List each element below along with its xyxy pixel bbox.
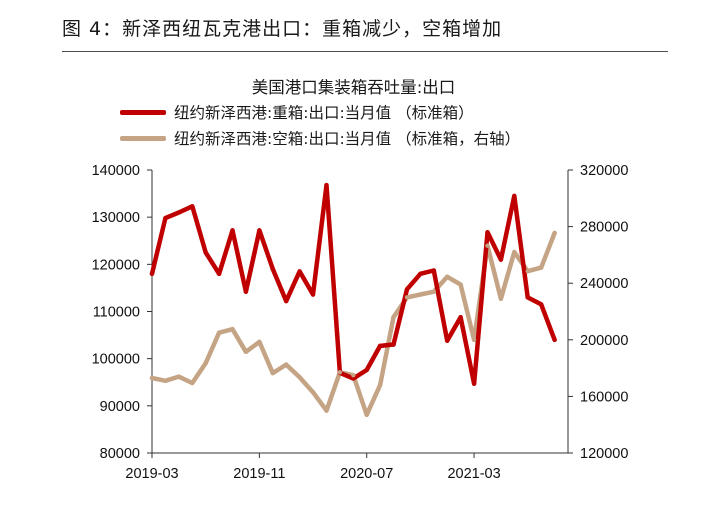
full-boxes-point bbox=[364, 367, 369, 373]
empty-boxes-point bbox=[163, 378, 168, 384]
left-tick-label: 110000 bbox=[93, 305, 140, 321]
full-boxes-point bbox=[458, 314, 463, 320]
right-tick-label: 200000 bbox=[580, 333, 628, 349]
left-tick-label: 100000 bbox=[92, 352, 140, 368]
full-boxes-point bbox=[257, 228, 262, 233]
empty-boxes-point bbox=[418, 292, 423, 297]
series-points-full-boxes bbox=[149, 182, 557, 386]
full-boxes-point bbox=[404, 287, 410, 292]
full-boxes-point bbox=[351, 376, 356, 381]
x-tick-label: 2019-11 bbox=[233, 466, 285, 482]
empty-boxes-point bbox=[391, 314, 396, 320]
full-boxes-point bbox=[230, 228, 235, 233]
empty-boxes-point bbox=[498, 296, 504, 301]
x-axis-ticks: 2019-03 2019-11 2020-07 2021-03 bbox=[125, 453, 501, 482]
empty-boxes-point bbox=[364, 412, 369, 417]
legend-swatch-red bbox=[120, 109, 166, 115]
empty-boxes-point bbox=[485, 243, 490, 248]
x-tick-label: 2020-07 bbox=[340, 466, 393, 482]
empty-boxes-point bbox=[377, 382, 383, 388]
empty-boxes-point bbox=[445, 274, 450, 280]
empty-boxes-point bbox=[243, 349, 249, 355]
right-tick-label: 120000 bbox=[580, 446, 628, 462]
left-tick-label: 140000 bbox=[92, 163, 140, 179]
full-boxes-point bbox=[324, 182, 329, 188]
full-boxes-point bbox=[203, 250, 208, 255]
legend: 纽约新泽西港:重箱:出口:当月值 （标准箱） 纽约新泽西港:空箱:出口:当月值 … bbox=[120, 99, 520, 151]
full-boxes-point bbox=[538, 302, 544, 307]
left-tick-label: 90000 bbox=[100, 399, 140, 415]
full-boxes-point bbox=[283, 298, 289, 304]
x-tick-label: 2019-03 bbox=[125, 466, 178, 482]
empty-boxes-point bbox=[431, 289, 437, 294]
full-boxes-point bbox=[498, 257, 504, 262]
empty-boxes-point bbox=[283, 362, 289, 367]
full-boxes-point bbox=[418, 271, 423, 276]
right-tick-label: 320000 bbox=[580, 163, 628, 179]
empty-boxes-point bbox=[471, 337, 477, 342]
full-boxes-point bbox=[471, 381, 477, 386]
full-boxes-point bbox=[297, 269, 302, 274]
empty-boxes-point bbox=[176, 374, 182, 379]
full-boxes-point bbox=[270, 266, 275, 272]
right-tick-label: 280000 bbox=[580, 220, 628, 236]
empty-boxes-point bbox=[270, 370, 275, 376]
empty-boxes-point bbox=[297, 375, 302, 380]
full-boxes-point bbox=[377, 343, 383, 349]
empty-boxes-point bbox=[230, 326, 235, 332]
empty-boxes-point bbox=[538, 265, 544, 270]
full-boxes-point bbox=[431, 268, 437, 273]
left-tick-label: 130000 bbox=[92, 210, 140, 226]
legend-swatch-tan bbox=[120, 135, 166, 141]
right-axis-ticks: 320000 280000 240000 200000 160000 120000 bbox=[568, 163, 628, 462]
empty-boxes-point bbox=[458, 282, 463, 287]
full-boxes-point bbox=[391, 342, 396, 347]
empty-boxes-point bbox=[404, 295, 410, 300]
empty-boxes-point bbox=[216, 330, 222, 335]
empty-boxes-point bbox=[324, 408, 329, 413]
full-boxes-point bbox=[243, 289, 249, 294]
empty-boxes-point bbox=[512, 249, 517, 255]
series-points-empty-boxes bbox=[149, 230, 557, 417]
full-boxes-point bbox=[552, 337, 557, 342]
full-boxes-point bbox=[512, 193, 517, 199]
empty-boxes-point bbox=[190, 380, 195, 386]
legend-item-full-boxes: 纽约新泽西港:重箱:出口:当月值 （标准箱） bbox=[120, 99, 520, 125]
empty-boxes-point bbox=[149, 375, 155, 381]
chart-title: 美国港口集装箱吞吐量:出口 bbox=[251, 78, 456, 97]
full-boxes-point bbox=[310, 292, 316, 297]
empty-boxes-point bbox=[552, 230, 557, 236]
full-boxes-point bbox=[176, 210, 182, 215]
empty-boxes-point bbox=[351, 372, 356, 378]
legend-label-full-boxes: 纽约新泽西港:重箱:出口:当月值 （标准箱） bbox=[174, 104, 474, 122]
empty-boxes-point bbox=[310, 389, 316, 395]
full-boxes-point bbox=[445, 338, 450, 343]
left-tick-label: 80000 bbox=[100, 446, 140, 462]
full-boxes-point bbox=[485, 230, 490, 235]
figure-title: 图 4：新泽西纽瓦克港出口：重箱减少，空箱增加 bbox=[62, 18, 503, 40]
series-line-full-boxes bbox=[149, 182, 557, 386]
empty-boxes-point bbox=[525, 268, 530, 274]
x-tick-label: 2021-03 bbox=[447, 466, 500, 482]
legend-item-empty-boxes: 纽约新泽西港:空箱:出口:当月值 （标准箱，右轴） bbox=[120, 125, 520, 151]
left-tick-label: 120000 bbox=[92, 257, 140, 273]
full-boxes-point bbox=[525, 295, 530, 300]
empty-boxes-point bbox=[257, 339, 262, 345]
right-tick-label: 160000 bbox=[580, 389, 628, 405]
full-boxes-point bbox=[216, 271, 222, 276]
empty-boxes-point bbox=[203, 360, 208, 366]
full-boxes-point bbox=[149, 271, 155, 276]
right-tick-label: 240000 bbox=[580, 276, 628, 292]
legend-label-empty-boxes: 纽约新泽西港:空箱:出口:当月值 （标准箱，右轴） bbox=[174, 130, 521, 148]
empty-boxes-point bbox=[337, 370, 343, 375]
title-divider bbox=[62, 51, 668, 52]
full-boxes-point bbox=[163, 215, 168, 221]
left-axis-ticks: 140000 130000 120000 110000 100000 90000 80000 bbox=[92, 163, 152, 462]
full-boxes-point bbox=[190, 204, 195, 209]
